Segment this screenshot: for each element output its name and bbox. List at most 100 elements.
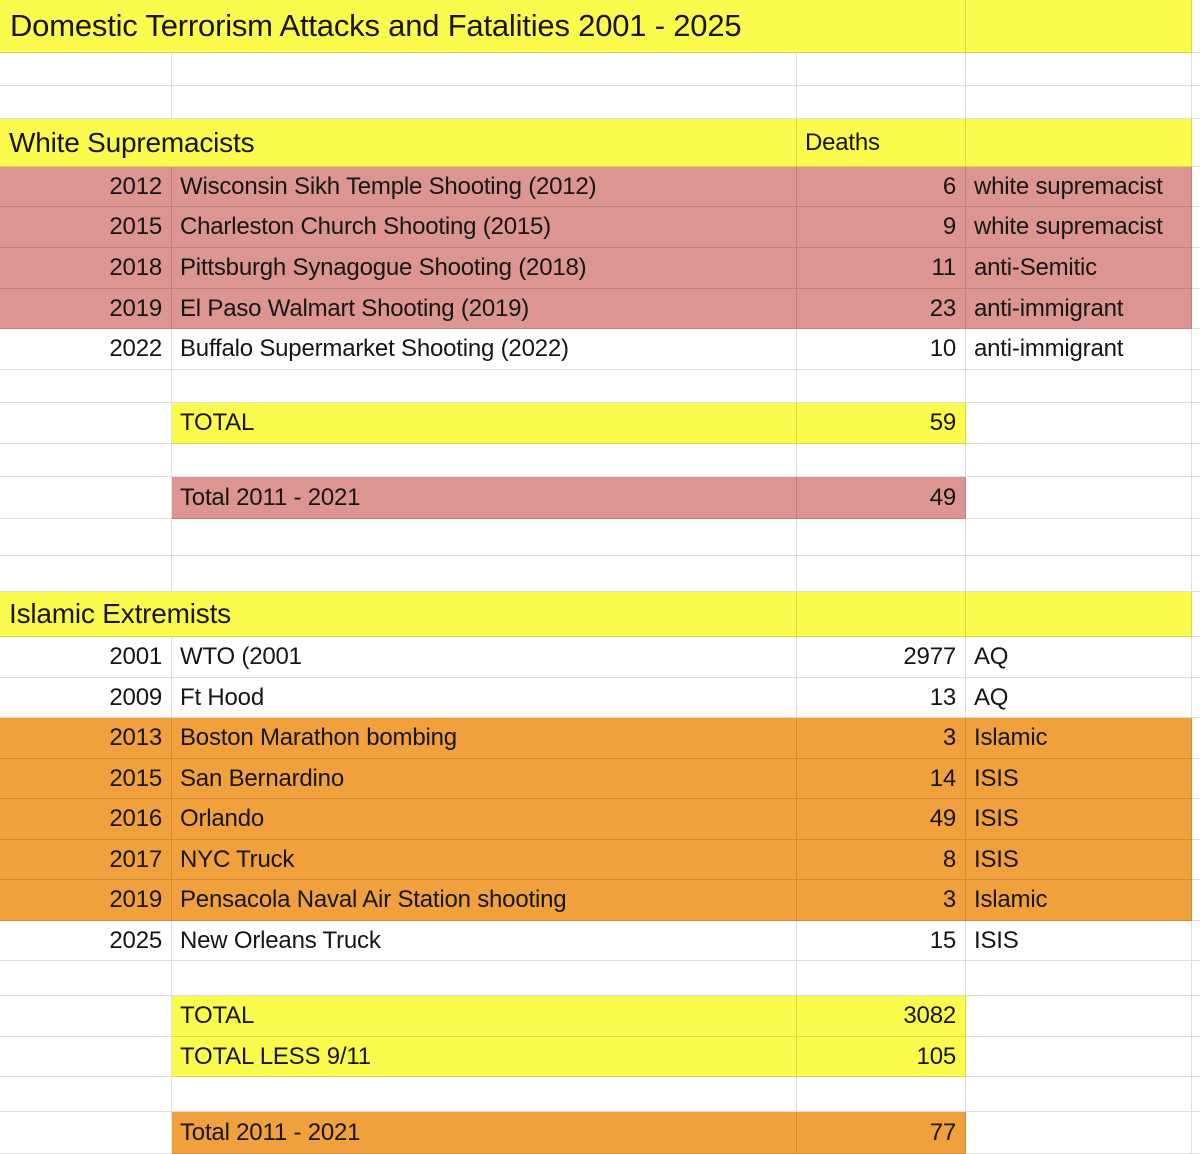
section-header-white-supremacists[interactable]: White Supremacists	[0, 119, 797, 167]
spreadsheet-title-cell[interactable]: Domestic Terrorism Attacks and Fatalitie…	[0, 0, 966, 53]
edge-cell[interactable]	[1192, 119, 1200, 167]
deaths-cell[interactable]: 13	[797, 678, 966, 718]
total-label-cell[interactable]: Total 2011 - 2021	[172, 1112, 797, 1154]
edge-cell[interactable]	[1192, 996, 1200, 1037]
empty-cell[interactable]	[0, 403, 172, 444]
attribution-cell[interactable]: white supremacist	[966, 167, 1192, 207]
empty-cell[interactable]	[797, 592, 966, 637]
edge-cell[interactable]	[1192, 1112, 1200, 1154]
attribution-cell[interactable]: anti-Semitic	[966, 248, 1192, 289]
event-cell[interactable]: Boston Marathon bombing	[172, 718, 797, 759]
deaths-cell[interactable]: 14	[797, 759, 966, 799]
edge-cell[interactable]	[1192, 759, 1200, 799]
deaths-cell[interactable]: 3	[797, 718, 966, 759]
edge-cell[interactable]	[1192, 519, 1200, 556]
total-value-cell[interactable]: 59	[797, 403, 966, 444]
event-cell[interactable]: Buffalo Supermarket Shooting (2022)	[172, 329, 797, 370]
empty-cell[interactable]	[797, 519, 966, 556]
empty-cell[interactable]	[797, 370, 966, 403]
event-cell[interactable]: Orlando	[172, 799, 797, 840]
attribution-cell[interactable]: AQ	[966, 678, 1192, 718]
empty-cell[interactable]	[966, 0, 1192, 53]
total-label-cell[interactable]: Total 2011 - 2021	[172, 477, 797, 519]
event-cell[interactable]: El Paso Walmart Shooting (2019)	[172, 289, 797, 329]
empty-cell[interactable]	[797, 86, 966, 119]
empty-cell[interactable]	[0, 519, 172, 556]
year-cell[interactable]: 2015	[0, 759, 172, 799]
attribution-cell[interactable]: ISIS	[966, 799, 1192, 840]
year-cell[interactable]: 2019	[0, 289, 172, 329]
edge-cell[interactable]	[1192, 248, 1200, 289]
attribution-cell[interactable]: ISIS	[966, 759, 1192, 799]
edge-cell[interactable]	[1192, 53, 1200, 86]
event-cell[interactable]: San Bernardino	[172, 759, 797, 799]
year-cell[interactable]: 2025	[0, 921, 172, 961]
deaths-cell[interactable]: 15	[797, 921, 966, 961]
empty-cell[interactable]	[0, 1112, 172, 1154]
edge-cell[interactable]	[1192, 207, 1200, 248]
empty-cell[interactable]	[966, 556, 1192, 592]
event-cell[interactable]: New Orleans Truck	[172, 921, 797, 961]
deaths-column-header[interactable]: Deaths	[797, 119, 966, 167]
attribution-cell[interactable]: ISIS	[966, 921, 1192, 961]
empty-cell[interactable]	[0, 444, 172, 477]
empty-cell[interactable]	[966, 1037, 1192, 1077]
year-cell[interactable]: 2019	[0, 880, 172, 921]
empty-cell[interactable]	[0, 996, 172, 1037]
empty-cell[interactable]	[172, 1077, 797, 1112]
edge-cell[interactable]	[1192, 1037, 1200, 1077]
empty-cell[interactable]	[0, 53, 172, 86]
attribution-cell[interactable]: anti-immigrant	[966, 329, 1192, 370]
year-cell[interactable]: 2022	[0, 329, 172, 370]
edge-cell[interactable]	[1192, 477, 1200, 519]
empty-cell[interactable]	[797, 444, 966, 477]
empty-cell[interactable]	[966, 444, 1192, 477]
edge-cell[interactable]	[1192, 370, 1200, 403]
deaths-cell[interactable]: 9	[797, 207, 966, 248]
attribution-cell[interactable]: white supremacist	[966, 207, 1192, 248]
empty-cell[interactable]	[966, 403, 1192, 444]
total-label-cell[interactable]: TOTAL LESS 9/11	[172, 1037, 797, 1077]
year-cell[interactable]: 2013	[0, 718, 172, 759]
deaths-cell[interactable]: 23	[797, 289, 966, 329]
event-cell[interactable]: Pittsburgh Synagogue Shooting (2018)	[172, 248, 797, 289]
empty-cell[interactable]	[966, 477, 1192, 519]
total-value-cell[interactable]: 77	[797, 1112, 966, 1154]
empty-cell[interactable]	[0, 86, 172, 119]
empty-cell[interactable]	[966, 370, 1192, 403]
empty-cell[interactable]	[966, 86, 1192, 119]
empty-cell[interactable]	[966, 1112, 1192, 1154]
empty-cell[interactable]	[0, 556, 172, 592]
empty-cell[interactable]	[966, 961, 1192, 996]
edge-cell[interactable]	[1192, 637, 1200, 678]
event-cell[interactable]: NYC Truck	[172, 840, 797, 880]
empty-cell[interactable]	[0, 961, 172, 996]
empty-cell[interactable]	[172, 370, 797, 403]
edge-cell[interactable]	[1192, 799, 1200, 840]
empty-cell[interactable]	[966, 119, 1192, 167]
edge-cell[interactable]	[1192, 444, 1200, 477]
empty-cell[interactable]	[797, 556, 966, 592]
edge-cell[interactable]	[1192, 86, 1200, 119]
total-label-cell[interactable]: TOTAL	[172, 996, 797, 1037]
edge-cell[interactable]	[1192, 0, 1200, 53]
empty-cell[interactable]	[172, 519, 797, 556]
section-header-islamic-extremists[interactable]: Islamic Extremists	[0, 592, 797, 637]
event-cell[interactable]: Charleston Church Shooting (2015)	[172, 207, 797, 248]
edge-cell[interactable]	[1192, 1077, 1200, 1112]
empty-cell[interactable]	[0, 477, 172, 519]
empty-cell[interactable]	[966, 1077, 1192, 1112]
empty-cell[interactable]	[966, 996, 1192, 1037]
empty-cell[interactable]	[966, 519, 1192, 556]
deaths-cell[interactable]: 3	[797, 880, 966, 921]
edge-cell[interactable]	[1192, 880, 1200, 921]
total-value-cell[interactable]: 3082	[797, 996, 966, 1037]
empty-cell[interactable]	[0, 1077, 172, 1112]
total-value-cell[interactable]: 49	[797, 477, 966, 519]
year-cell[interactable]: 2012	[0, 167, 172, 207]
year-cell[interactable]: 2016	[0, 799, 172, 840]
edge-cell[interactable]	[1192, 556, 1200, 592]
edge-cell[interactable]	[1192, 167, 1200, 207]
empty-cell[interactable]	[172, 53, 797, 86]
empty-cell[interactable]	[172, 556, 797, 592]
